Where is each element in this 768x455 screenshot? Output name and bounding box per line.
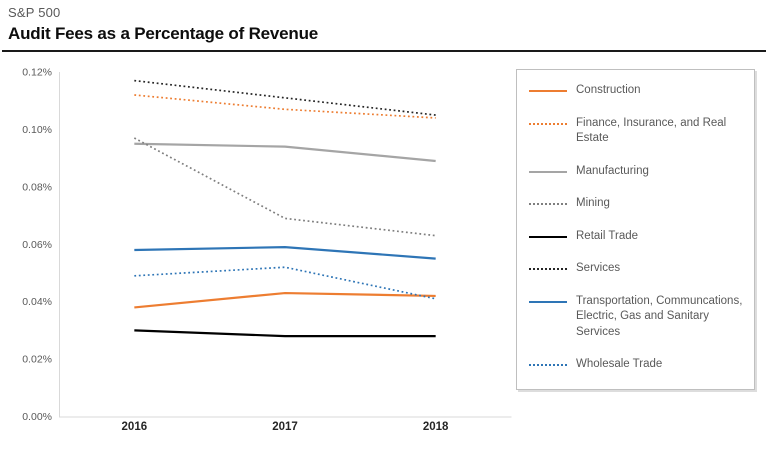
- x-tick-label: 2017: [272, 421, 298, 433]
- series-line-services: [134, 79, 436, 116]
- x-tick-label: 2016: [122, 421, 148, 433]
- legend-item: Manufacturing: [529, 164, 746, 180]
- legend-item: Mining: [529, 196, 746, 212]
- y-tick-label: 0.04%: [22, 296, 52, 308]
- legend-line-swatch: [529, 300, 567, 303]
- y-tick-label: 0.10%: [22, 124, 52, 136]
- y-tick-label: 0.12%: [22, 67, 52, 79]
- y-tick-label: 0.06%: [22, 239, 52, 251]
- legend-label: Retail Trade: [576, 229, 639, 242]
- legend-item: Transportation, Communcations, Electric,…: [529, 294, 746, 341]
- legend-label: Services: [576, 262, 621, 275]
- series-line-construction: [134, 291, 436, 309]
- legend-item: Finance, Insurance, and Real Estate: [529, 116, 746, 147]
- line-chart-svg: 0.00% 0.02% 0.04% 0.06% 0.08% 0.10% 0.12% 2016 2…: [22, 67, 512, 433]
- legend-item: Retail Trade: [529, 229, 746, 245]
- series-line-transportation-communcations-electric-gas-and-sanitary-services: [134, 246, 436, 260]
- legend-item: Wholesale Trade: [529, 357, 746, 373]
- title-rule: [2, 50, 766, 52]
- y-tick-label: 0.08%: [22, 181, 52, 193]
- legend-label: Construction: [576, 84, 641, 96]
- report-header: S&P 500 Audit Fees as a Percentage of Re…: [0, 0, 768, 44]
- legend-label: Mining: [576, 197, 610, 210]
- legend-line-swatch: [529, 268, 567, 271]
- legend: Construction Finance, Insurance, and Real…: [516, 69, 755, 390]
- chart-subtitle: S&P 500: [8, 5, 61, 20]
- y-tick-label: 0.00%: [22, 411, 52, 423]
- legend-line-swatch: [529, 364, 567, 367]
- chart-title: Audit Fees as a Percentage of Revenue: [8, 24, 319, 43]
- legend-line-swatch: [529, 235, 567, 238]
- series-line-wholesale-trade: [134, 266, 436, 300]
- series-line-retail-trade: [134, 329, 436, 338]
- series-line-manufacturing: [134, 142, 436, 163]
- legend-line-swatch: [529, 203, 567, 206]
- x-tick-label: 2018: [423, 421, 449, 433]
- legend-label: Wholesale Trade: [576, 358, 663, 371]
- legend-item: Construction: [529, 83, 746, 99]
- y-tick-label: 0.02%: [22, 354, 52, 366]
- chart-area: 0.00% 0.02% 0.04% 0.06% 0.08% 0.10% 0.12% 2016 2…: [0, 52, 768, 447]
- legend-item: Services: [529, 261, 746, 277]
- legend-line-swatch: [529, 170, 567, 173]
- legend-line-swatch: [529, 122, 567, 125]
- series-line-finance-insurance-and-real-estate: [134, 94, 436, 119]
- legend-label: Transportation, Communcations, Electric,…: [576, 294, 743, 338]
- series-line-mining: [133, 137, 436, 237]
- legend-label: Finance, Insurance, and Real Estate: [576, 116, 727, 145]
- legend-line-swatch: [529, 90, 567, 92]
- legend-label: Manufacturing: [576, 164, 649, 177]
